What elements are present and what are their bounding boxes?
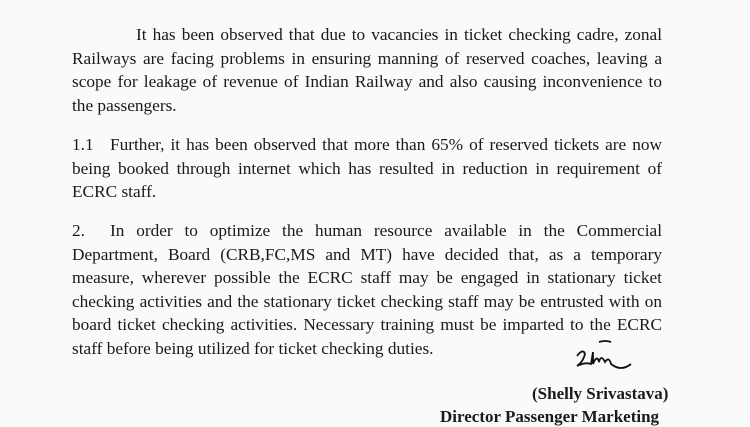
signatory-name: (Shelly Srivastava) [532, 384, 669, 403]
paragraph-1: It has been observed that due to vacanci… [72, 23, 662, 117]
paragraph-1-1-text: Further, it has been observed that more … [72, 135, 662, 202]
signatory-designation: Director Passenger Marketing [440, 407, 660, 426]
paragraph-1-1: 1.1 Further, it has been observed that mo… [72, 133, 662, 204]
paragraph-1-text: It has been observed that due to vacanci… [72, 25, 662, 115]
paragraph-2: 2. In order to optimize the human resourc… [72, 219, 662, 361]
handwritten-signature [576, 340, 632, 369]
paragraph-number: 1.1 [72, 135, 94, 154]
paragraph-number: 2. [72, 221, 85, 240]
paragraph-2-text: In order to optimize the human resource … [72, 221, 662, 358]
